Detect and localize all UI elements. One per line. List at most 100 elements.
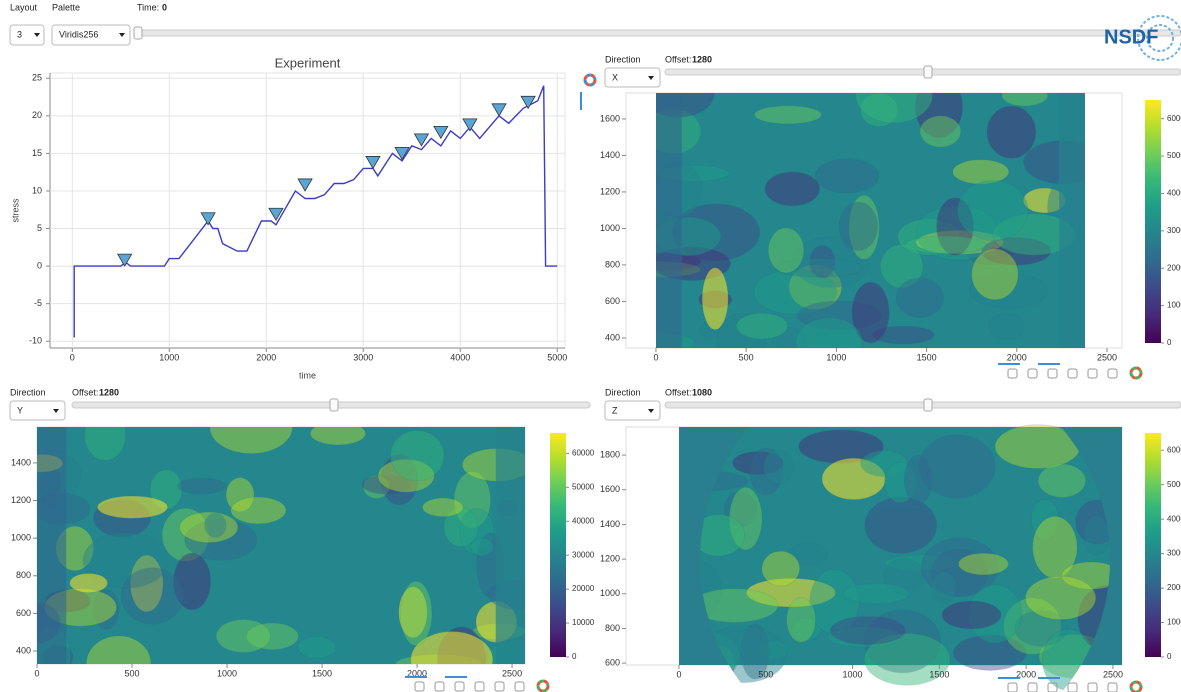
offset-slider[interactable] [665, 69, 1181, 75]
colorbar-tick-label: 40000 [1167, 514, 1181, 523]
tool-icon[interactable] [435, 682, 444, 691]
logo-text: NSDF [1104, 26, 1158, 48]
image-blob [736, 313, 787, 339]
tool-icon[interactable] [475, 682, 484, 691]
x-tick-label: 0 [653, 352, 658, 362]
colorbar-tick-label: 40000 [572, 516, 595, 525]
offset-value: 1280 [99, 387, 119, 397]
image-edge [1059, 93, 1085, 348]
time-slider[interactable] [135, 30, 1181, 36]
slice-image [660, 425, 1135, 691]
slice-image [614, 67, 1104, 373]
y-tick-label: 25 [32, 73, 42, 83]
palette-value[interactable]: Viridis256 [59, 29, 98, 39]
tool-active [1038, 677, 1060, 679]
image-blob [390, 430, 444, 480]
image-blob [987, 106, 1036, 158]
plot-area [50, 73, 565, 348]
tool-icon[interactable] [1008, 683, 1017, 692]
colorbar-tick-label: 30000 [572, 550, 595, 559]
image-blob [1084, 516, 1110, 555]
image-blob [957, 181, 1028, 241]
x-tick-label: 0 [70, 352, 75, 362]
image-blob [843, 583, 909, 603]
tool-icon[interactable] [1088, 683, 1097, 692]
slider-handle[interactable] [924, 66, 932, 78]
tool-icon[interactable] [1028, 369, 1037, 378]
image-blob [905, 236, 986, 254]
x-tick-label: 0 [34, 668, 39, 678]
image-blob [121, 568, 183, 625]
tool-icon[interactable] [1108, 683, 1117, 692]
image-blob [754, 106, 821, 124]
y-tick-label: 1400 [600, 150, 620, 160]
image-blob [953, 160, 1009, 184]
image-blob [422, 498, 463, 517]
offset-label: Offset: [665, 54, 691, 64]
offset-slider[interactable] [665, 402, 1181, 408]
time-label: Time: [137, 2, 159, 12]
x-tick-label: 1000 [159, 352, 179, 362]
tool-icon[interactable] [1088, 369, 1097, 378]
colorbar-tick-label: 10000 [572, 618, 595, 627]
offset-value: 1080 [692, 387, 712, 397]
y-tick-label: 800 [16, 570, 31, 580]
colorbar-tick-label: 10000 [1167, 301, 1181, 310]
tool-icon[interactable] [1108, 369, 1117, 378]
tool-icon[interactable] [415, 682, 424, 691]
y-tick-label: 1400 [600, 519, 620, 529]
colorbar-tick-label: 20000 [1167, 583, 1181, 592]
direction-value[interactable]: Z [612, 405, 618, 415]
slider-handle[interactable] [924, 399, 932, 411]
colorbar-tick-label: 20000 [1167, 263, 1181, 272]
tool-icon[interactable] [1028, 683, 1037, 692]
dashboard: Layout 3 Palette Viridis256 Time: 0 NSDF… [0, 0, 1181, 692]
colorbar-tick-label: 40000 [1167, 189, 1181, 198]
image-blob [85, 410, 126, 461]
tool-icon[interactable] [1048, 369, 1057, 378]
tool-icon[interactable] [455, 682, 464, 691]
x-tick-label: 1000 [826, 352, 846, 362]
image-blob [815, 159, 879, 193]
layout-select[interactable] [10, 25, 44, 45]
offset-label: Offset: [665, 387, 691, 397]
tool-active [998, 677, 1020, 679]
image-blob [931, 572, 956, 603]
direction-label: Direction [605, 54, 641, 64]
colorbar-tick-label: 10000 [1167, 618, 1181, 627]
slider-handle[interactable] [134, 27, 142, 39]
direction-value[interactable]: Y [17, 405, 23, 415]
colorbar-tick-label: 30000 [1167, 549, 1181, 558]
direction-value[interactable]: X [612, 72, 618, 82]
image-blob [787, 597, 816, 642]
y-tick-label: 1800 [600, 449, 620, 459]
tool-active [445, 676, 467, 678]
colorbar-tick-label: 60000 [572, 448, 595, 457]
x-tick-label: 5000 [547, 352, 567, 362]
image-blob [920, 116, 961, 147]
layout-value[interactable]: 3 [17, 29, 22, 39]
tool-icon[interactable] [1068, 369, 1077, 378]
y-tick-label: 1000 [600, 223, 620, 233]
x-tick-label: 2500 [502, 668, 522, 678]
chart-toolbar[interactable] [580, 75, 595, 110]
tool-icon[interactable] [1008, 369, 1017, 378]
image-blob [298, 636, 336, 658]
slider-handle[interactable] [330, 399, 338, 411]
colorbar-tick-label: 60000 [1167, 445, 1181, 454]
tool-icon[interactable] [495, 682, 504, 691]
x-tick-label: 2500 [1097, 352, 1117, 362]
y-tick-label: 400 [605, 332, 620, 342]
tool-icon[interactable] [515, 682, 524, 691]
y-tick-label: 1400 [11, 457, 31, 467]
layout-label: Layout [10, 2, 38, 12]
x-tick-label: 1000 [843, 669, 863, 679]
plot-toolbar[interactable] [998, 363, 1141, 378]
colorbar-tick-label: 0 [572, 652, 577, 661]
x-tick-label: 500 [758, 669, 773, 679]
y-tick-label: 1200 [600, 553, 620, 563]
colorbar-tick-label: 50000 [1167, 480, 1181, 489]
image-blob [471, 538, 494, 556]
tool-icon[interactable] [1068, 683, 1077, 692]
x-tick-label: 1500 [917, 352, 937, 362]
